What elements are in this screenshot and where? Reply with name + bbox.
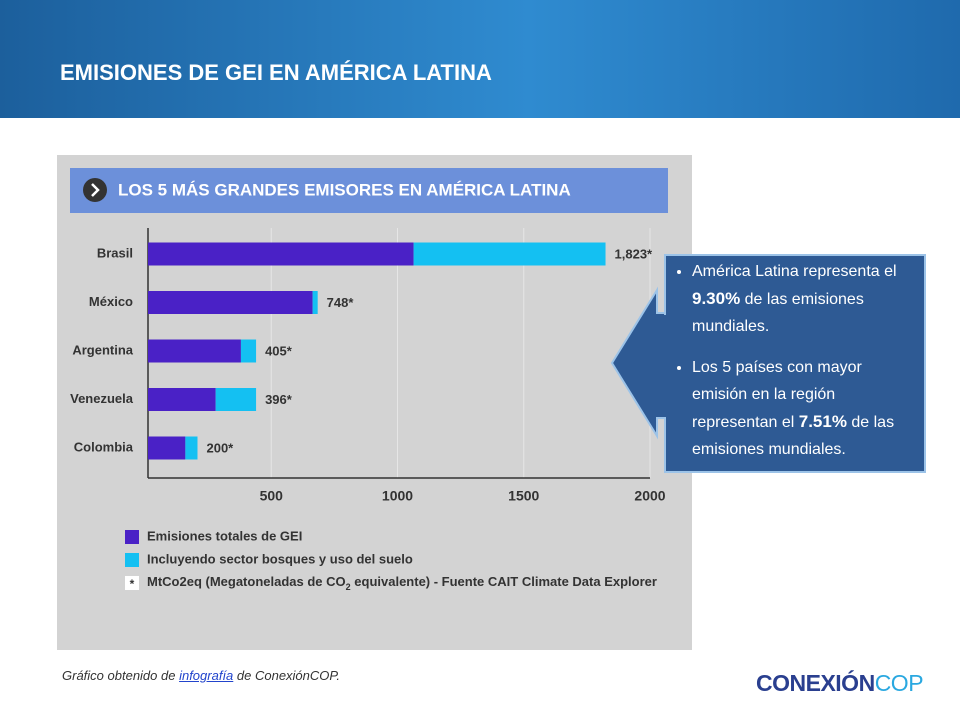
slide-title: EMISIONES DE GEI EN AMÉRICA LATINA [60, 60, 492, 85]
note-text: MtCo2eq (Megatoneladas de CO [147, 574, 346, 589]
legend-swatch [125, 553, 139, 567]
bullet-text: de las emisiones mundiales. [692, 414, 895, 458]
callout-text: América Latina representa el 9.30% de la… [672, 258, 918, 477]
bar-segment [215, 388, 257, 411]
bullet: América Latina representa el 9.30% de la… [692, 258, 918, 340]
legend-note: MtCo2eq (Megatoneladas de CO2 equivalent… [147, 574, 657, 592]
bullet-text: América Latina representa el [692, 263, 897, 280]
x-tick-label: 1000 [382, 488, 413, 504]
x-tick-label: 500 [260, 488, 284, 504]
legend-swatch [125, 576, 139, 590]
bullet-highlight: 7.51% [798, 412, 847, 431]
chevron [91, 183, 100, 197]
logo-text: COP [874, 670, 924, 696]
total-label: 396* [265, 392, 293, 407]
note-subscript: 2 [346, 582, 351, 592]
plot: 500 1000 1500 2000 Brasil 1,823* México 748* Arg… [70, 228, 666, 592]
y-tick-label: Argentina [72, 342, 133, 357]
legend-swatch [125, 530, 139, 544]
bar-segment [148, 291, 313, 314]
chart-title: LOS 5 MÁS GRANDES EMISORES EN AMÉRICA LA… [118, 180, 571, 199]
bar-segment [148, 339, 241, 363]
bullet: Los 5 países con mayor emisión en la reg… [692, 354, 918, 463]
header-band [0, 0, 960, 118]
y-tick-label: Brasil [97, 245, 133, 260]
footer-text: Gráfico obtenido de [62, 668, 180, 683]
y-tick-label: Colombia [74, 439, 134, 454]
footer-link[interactable]: infografía [179, 668, 234, 683]
x-tick-label: 2000 [634, 488, 665, 504]
footer-text: de ConexiónCOP. [233, 668, 340, 683]
bar-segment [312, 291, 318, 314]
y-tick-label: Venezuela [70, 391, 134, 406]
y-tick-label: México [89, 294, 133, 309]
legend-label: Incluyendo sector bosques y uso del suel… [147, 551, 413, 566]
total-label: 405* [265, 343, 293, 358]
chart-title-bar [70, 168, 668, 213]
bullet-text: de las emisiones mundiales. [692, 291, 864, 335]
legend-label: Emisiones totales de GEI [147, 528, 302, 543]
logo-text: CONEXIÓN [756, 670, 875, 696]
bar-segment [148, 436, 186, 460]
total-label: 748* [327, 295, 355, 310]
total-label: 1,823* [615, 246, 654, 261]
bullet-highlight: 9.30% [692, 289, 741, 308]
note-text: equivalente) - Fuente CAIT Climate Data … [351, 574, 657, 589]
bullet-list: América Latina representa el 9.30% de la… [672, 258, 918, 463]
logo: CONEXIÓNCOP [756, 670, 924, 697]
x-tick-label: 1500 [508, 488, 539, 504]
bar-segment [413, 242, 606, 266]
chevron-icon [83, 178, 107, 202]
legend-marker: * [130, 577, 135, 591]
footer: Gráfico obtenido de infografía de Conexi… [62, 668, 340, 683]
total-label: 200* [206, 440, 234, 455]
callout-box [664, 254, 926, 473]
bar-segment [240, 339, 257, 363]
callout-join [655, 315, 669, 417]
bar-segment [185, 436, 198, 460]
bar-segment [148, 242, 414, 266]
bullet-text: Los 5 países con mayor emisión en la reg… [692, 359, 862, 431]
bar-segment [148, 388, 216, 411]
